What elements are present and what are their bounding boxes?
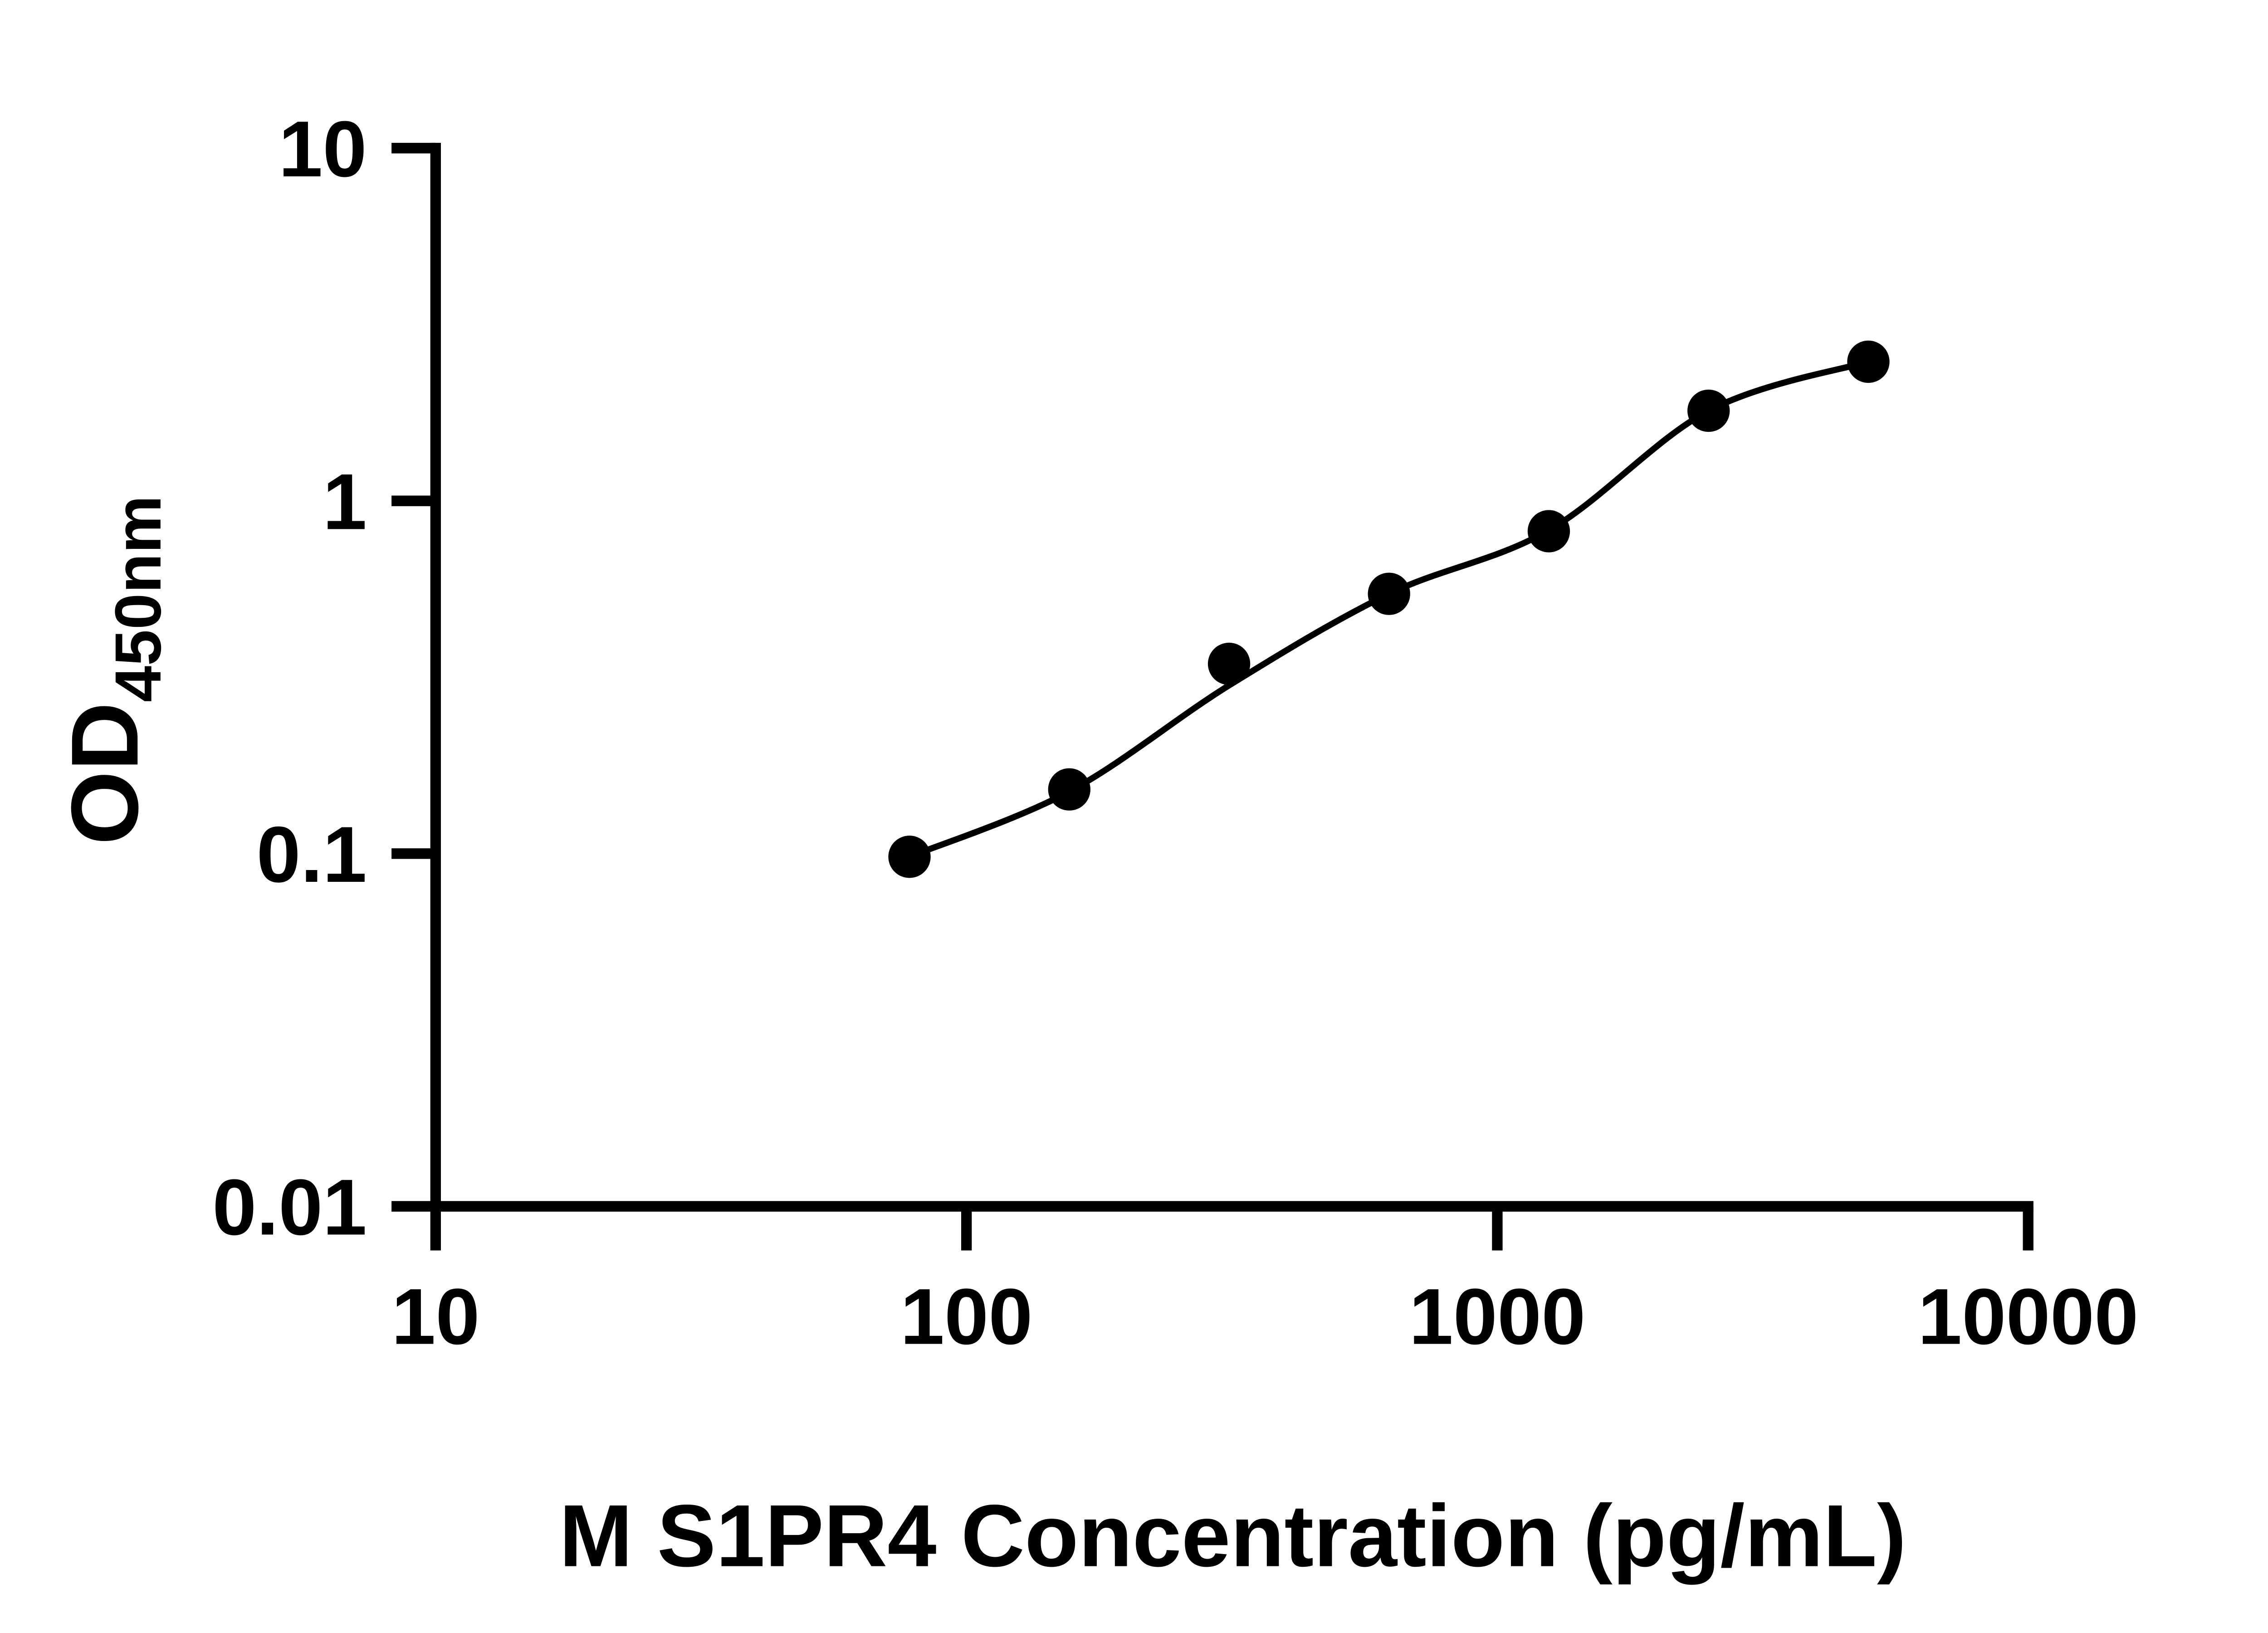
y-tick-label: 10 (279, 105, 367, 194)
data-point (1527, 510, 1570, 552)
data-point (1048, 768, 1090, 811)
y-axis-title: OD450nm (52, 495, 175, 845)
data-point (888, 836, 931, 878)
data-point (1687, 389, 1730, 432)
y-tick-label: 1 (323, 458, 367, 546)
y-axis-title-subscript: 450nm (102, 495, 175, 702)
x-tick-label: 10 (391, 1273, 480, 1361)
y-tick-label: 0.01 (212, 1164, 367, 1252)
x-axis-title: M S1PR4 Concentration (pg/mL) (559, 1487, 1906, 1585)
data-point (1847, 340, 1890, 383)
elisa-standard-curve-figure: 10 100 1000 10000 0.01 0.1 1 10 M S1PR4 Concent… (52, 105, 2139, 1585)
y-axis-title-main: OD (52, 702, 158, 845)
x-tick-label: 100 (900, 1273, 1033, 1361)
y-tick-label: 0.1 (256, 811, 367, 899)
standard-curve-plot: 10 100 1000 10000 0.01 0.1 1 10 M S1PR4 Concent… (52, 105, 2139, 1585)
x-tick-label: 1000 (1409, 1273, 1585, 1361)
data-point (1207, 642, 1251, 685)
plot-layer: 10 100 1000 10000 0.01 0.1 1 10 (212, 105, 2138, 1361)
data-point (1368, 572, 1410, 615)
x-tick-label: 10000 (1918, 1273, 2139, 1361)
